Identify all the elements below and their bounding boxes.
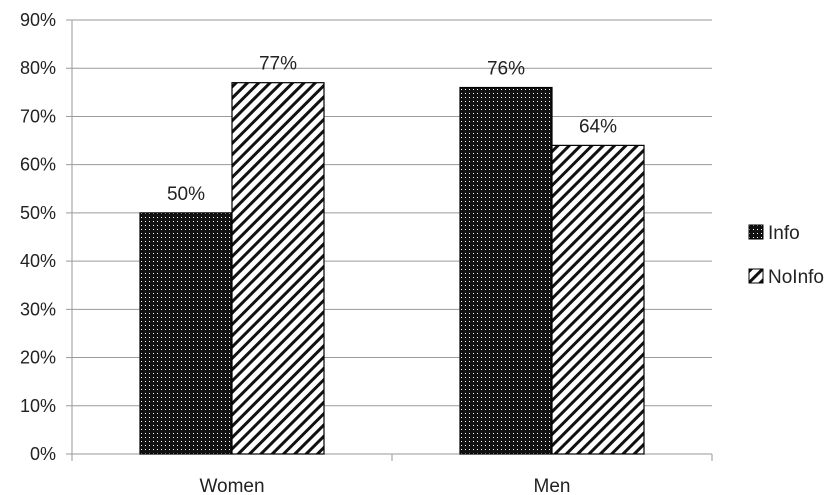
bar-info-women bbox=[139, 212, 233, 455]
y-tick-label: 90% bbox=[20, 10, 56, 30]
bar-noinfo-women bbox=[231, 82, 325, 455]
y-tick-label: 10% bbox=[20, 396, 56, 416]
y-tick-label: 0% bbox=[30, 444, 56, 464]
y-tick-label: 60% bbox=[20, 155, 56, 175]
y-tick-label: 30% bbox=[20, 299, 56, 319]
y-tick-label: 80% bbox=[20, 58, 56, 78]
y-tick-label: 40% bbox=[20, 251, 56, 271]
y-tick-label: 20% bbox=[20, 348, 56, 368]
category-label: Women bbox=[199, 476, 264, 495]
bar-noinfo-men bbox=[551, 144, 645, 455]
data-label: 77% bbox=[259, 54, 297, 75]
data-label: 64% bbox=[579, 116, 617, 137]
data-label: 76% bbox=[487, 59, 525, 80]
category-label: Men bbox=[534, 476, 571, 495]
data-label: 50% bbox=[167, 184, 205, 205]
y-tick-label: 50% bbox=[20, 203, 56, 223]
legend-swatch-info bbox=[748, 224, 764, 240]
labels: 0% 10% 20% 30% 40% 50% 60% 70% 80% 90% 50% 77% Women… bbox=[20, 10, 617, 495]
legend-label-info: Info bbox=[768, 223, 800, 244]
bar-info-men bbox=[459, 86, 553, 455]
legend-label-noinfo: NoInfo bbox=[768, 267, 824, 288]
y-tick-label: 70% bbox=[20, 106, 56, 126]
bars bbox=[139, 82, 645, 455]
legend-swatch-noinfo bbox=[748, 268, 764, 284]
legend: Info NoInfo bbox=[748, 223, 824, 288]
